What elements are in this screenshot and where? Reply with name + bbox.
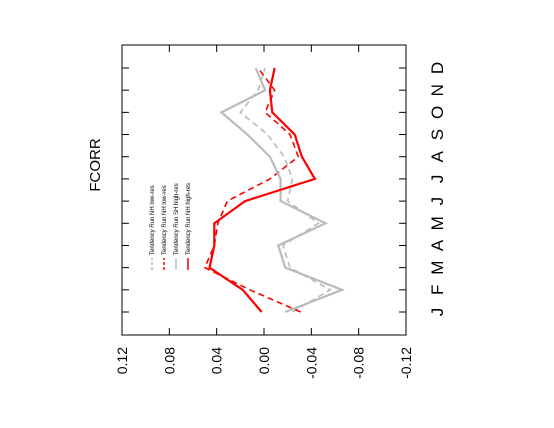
x-tick-label: M [428,261,447,275]
y-tick-label: 0.12 [114,347,130,374]
x-tick-label: S [428,129,447,140]
series-line [203,67,302,313]
series-line [239,67,332,313]
x-tick-label: A [428,150,447,162]
y-tick-label: -0.04 [303,347,319,379]
y-tick-label: 0.00 [256,347,272,374]
x-tick-label: A [428,239,447,251]
x-tick-label: D [428,62,447,74]
x-tick-label: J [428,308,447,317]
series-line [208,67,317,313]
x-tick-label: M [428,216,447,230]
x-tick-label: O [428,106,447,119]
legend-label: Tendency Run NH high-res [186,183,192,255]
y-tick-label: -0.12 [398,347,414,379]
legend-label: Tendency Run NH low-res [150,185,156,255]
x-tick-label: J [428,175,447,184]
y-tick-label: 0.08 [161,347,177,374]
x-tick-label: N [428,84,447,96]
chart-title: FCORR [87,138,104,191]
y-tick-label: -0.08 [351,347,367,379]
x-tick-label: F [428,285,447,295]
legend-label: Tendency Run SH high-res [174,183,180,255]
y-tick-label: 0.04 [209,347,225,374]
legend-label: Tendency Run NH low-res [162,185,168,255]
x-tick-label: J [428,197,447,206]
